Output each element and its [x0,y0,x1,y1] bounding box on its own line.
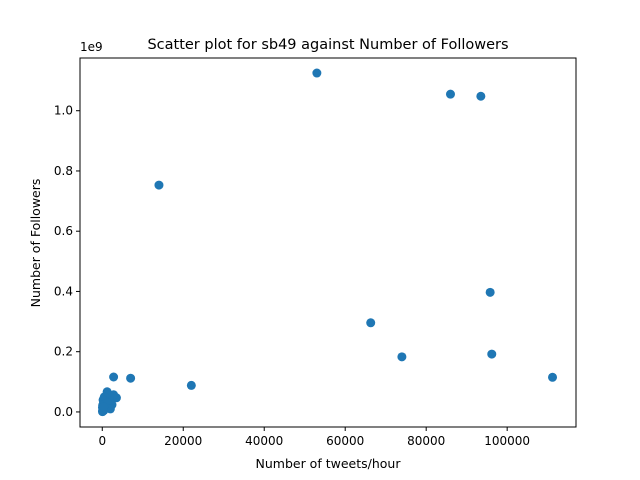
x-tick-label: 40000 [245,434,283,448]
x-axis-label: Number of tweets/hour [256,456,402,471]
scatter-point [312,68,322,78]
y-offset-label: 1e9 [80,40,103,54]
scatter-point [476,91,486,101]
scatter-point [445,89,455,99]
y-axis-label: Number of Followers [28,179,43,308]
scatter-point [99,402,109,412]
scatter-point [487,349,497,359]
scatter-point [109,372,119,382]
x-tick-label: 20000 [164,434,202,448]
scatter-point [485,287,495,297]
scatter-point [548,372,558,382]
y-tick-label: 1.0 [54,104,73,118]
data-points [97,68,558,417]
scatter-point [154,180,164,190]
y-tick-label: 0.0 [54,405,73,419]
x-axis-ticks: 0 20000 40000 60000 80000 100000 [98,427,530,448]
x-tick-label: 100000 [484,434,530,448]
y-tick-label: 0.6 [54,224,73,238]
scatter-point [366,318,376,328]
scatter-point [126,373,136,383]
y-tick-label: 0.2 [54,345,73,359]
y-axis-ticks: 0.0 0.2 0.4 0.6 0.8 1.0 [54,104,80,419]
x-tick-label: 80000 [407,434,445,448]
plot-area-frame [79,57,577,428]
scatter-point [397,352,407,362]
y-tick-label: 0.8 [54,164,73,178]
chart-title: Scatter plot for sb49 against Number of … [147,37,508,53]
scatter-point [186,380,196,390]
x-tick-label: 0 [98,434,106,448]
x-tick-label: 60000 [326,434,364,448]
y-tick-label: 0.4 [54,284,73,298]
